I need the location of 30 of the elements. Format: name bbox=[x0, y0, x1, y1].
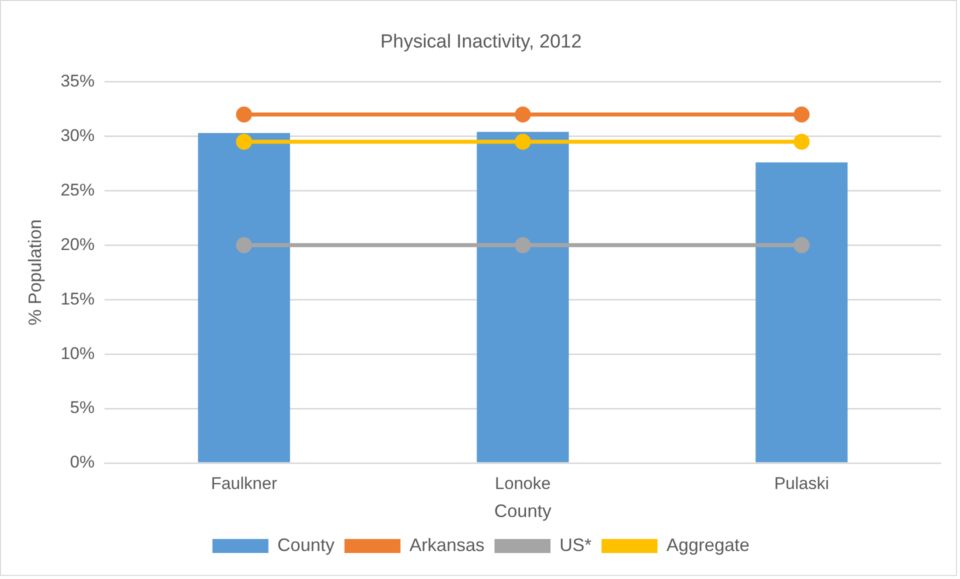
legend-label: US* bbox=[559, 534, 592, 555]
x-tick-label: Lonoke bbox=[494, 474, 551, 493]
legend-label: Arkansas bbox=[409, 534, 485, 555]
y-tick-label: 0% bbox=[70, 452, 95, 472]
y-axis-title: % Population bbox=[24, 219, 45, 326]
y-tick-label: 10% bbox=[60, 344, 95, 363]
y-tick-label: 20% bbox=[60, 234, 95, 254]
legend-label: Aggregate bbox=[666, 534, 750, 555]
point bbox=[514, 134, 531, 150]
point bbox=[514, 237, 531, 254]
bar bbox=[198, 132, 290, 462]
point bbox=[514, 106, 531, 122]
y-tick-label: 25% bbox=[60, 180, 95, 200]
bar bbox=[756, 162, 848, 462]
point bbox=[236, 106, 252, 122]
x-tick-label: Pulaski bbox=[774, 474, 830, 493]
point bbox=[794, 134, 810, 150]
x-axis-title: County bbox=[494, 501, 552, 522]
y-tick-label: 30% bbox=[60, 126, 95, 145]
y-tick-label: 15% bbox=[60, 289, 95, 308]
point bbox=[794, 237, 810, 254]
point bbox=[236, 134, 252, 150]
y-tick-label: 35% bbox=[60, 71, 95, 90]
point bbox=[236, 237, 252, 254]
point bbox=[794, 106, 810, 122]
chart-title: Physical Inactivity, 2012 bbox=[380, 32, 582, 53]
x-tick-label: Faulkner bbox=[210, 474, 278, 493]
legend-label: County bbox=[277, 534, 334, 555]
y-tick-label: 5% bbox=[70, 398, 95, 418]
bar bbox=[476, 132, 569, 462]
